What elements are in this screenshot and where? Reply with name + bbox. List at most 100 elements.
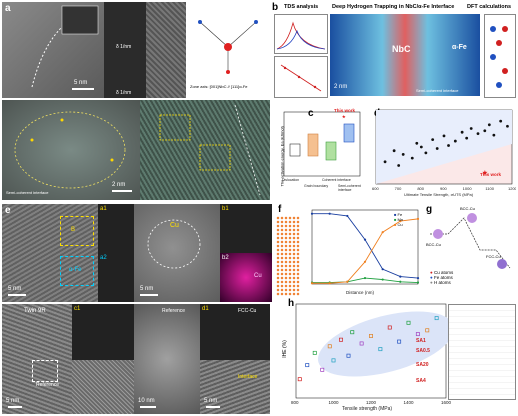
legend-label: Fe (397, 212, 403, 217)
x-tick-label: Grain boundary (304, 184, 329, 188)
scale-bar (72, 88, 94, 90)
eds-label: b2 (222, 255, 229, 261)
scale-text: 5 nm (8, 286, 22, 292)
data-point (487, 123, 491, 127)
data-point (378, 347, 383, 352)
nbc-interface-image: NbC α-Fe 2 nm Semi-coherent interface (330, 14, 480, 96)
x-tick-label: 800 (417, 186, 424, 191)
x-tick-label: 1200 (366, 400, 377, 405)
region-b2-box: α-Fe (60, 256, 94, 286)
tds-inset-1 (274, 14, 328, 54)
x-tick-label: 800 (291, 400, 299, 405)
annotation: SA4 (416, 378, 426, 384)
scale-bar (8, 294, 26, 296)
series-line-cu (312, 218, 419, 284)
data-point (359, 341, 364, 346)
panel-label-f: f (278, 204, 282, 215)
panel-label-g: g (426, 204, 433, 215)
x-axis-label: Tensile strength (MPa) (342, 406, 393, 412)
x-axis-label: Distance (nm) (346, 290, 375, 295)
apt-reconstruction (276, 216, 300, 296)
fft-label: δ 1/nm (116, 44, 132, 50)
reference-box (32, 360, 58, 382)
lattice-boxes (159, 104, 261, 196)
data-point (346, 214, 349, 218)
energy-pathway (430, 213, 511, 269)
legend-entry-cu: ● Cu atoms (430, 270, 454, 275)
panel-a-fft-top: δ 1/nm (104, 2, 146, 52)
cu-label: Cu (254, 273, 262, 279)
data-point (492, 133, 496, 137)
data-point (435, 147, 439, 150)
precipitate-outline (14, 111, 126, 189)
reference-label: Reference (36, 382, 60, 388)
panel-h: h 800 1000 1200 1400 1600 IHE (%) Tensile st… (276, 298, 516, 414)
panel-e-fft-b1: b1 (220, 204, 272, 253)
x-tick-label: 1000 (463, 186, 473, 191)
cu-label: Cu (170, 222, 179, 229)
tds-inset-2 (274, 56, 328, 98)
data-point (416, 276, 420, 280)
legend-entry-fe: ● Fe atoms (430, 275, 453, 280)
b-region-label: B (71, 227, 76, 233)
panel-f: f ■ Fe ■ Mn ■ Cu Distance (nm) (276, 204, 422, 298)
panel-g: g BCC-Cu BCC-Cu FCC-Cu ● Cu atoms ● Fe a… (424, 204, 516, 298)
data-point (399, 275, 402, 278)
fe-label: α-Fe (69, 267, 82, 273)
data-point (410, 156, 414, 160)
data-point (350, 330, 355, 335)
data-point (415, 332, 420, 337)
state-label: FCC-Cu (486, 254, 501, 259)
data-point (465, 136, 469, 140)
data-point (328, 282, 331, 285)
dft-structure (490, 26, 508, 88)
interface-label: Interface (238, 374, 258, 380)
data-point (442, 134, 446, 138)
legend-label: Fe atoms (433, 275, 453, 280)
legend-label: H atoms (433, 280, 451, 285)
data-point (453, 139, 457, 143)
panel-e-twin-tem: Twin 9R Reference 5 nm (2, 304, 72, 414)
data-point (381, 278, 384, 281)
data-point (424, 151, 428, 155)
panel-e-fft-d1: d1 FCC-Cu (200, 304, 270, 360)
panel-a-lattice-tem (140, 100, 270, 200)
panel-c: c The activation energy, Ea (kJ/mol) ★ T… (272, 104, 362, 200)
data-point (363, 238, 367, 241)
semi-coherent-label: Semi-coherent interface (416, 88, 459, 93)
scale-text: 10 nm (138, 398, 155, 404)
panel-e-fft-a1: a1 (98, 204, 134, 253)
panel-b-title-left: TDS analysis (284, 4, 319, 10)
legend: ● Cu atoms ● Fe atoms ● H atoms (430, 270, 453, 285)
scatter-plot-d: ★ 600 700 800 900 1000 1100 1200 (372, 109, 516, 191)
legend-label: Mn (397, 217, 404, 222)
data-point (406, 320, 411, 325)
panel-label-a: a (5, 3, 11, 14)
fft-label: δ 1/nm (116, 90, 132, 96)
legend-box (448, 304, 516, 400)
data-point (346, 353, 351, 358)
legend-entry-mn: ■ Mn (394, 217, 404, 222)
data-point (387, 325, 392, 330)
panel-e-cu-tem: Cu 5 nm (134, 204, 220, 302)
x-tick-label: 1000 (329, 400, 340, 405)
annotation: SA20 (416, 362, 429, 368)
data-point (397, 339, 402, 344)
legend-entry-cu: ■ Cu (394, 222, 403, 227)
reference-label: Reference (162, 308, 186, 314)
legend-entry-h: ● H atoms (430, 280, 451, 285)
data-point (392, 149, 396, 153)
scale-text: 2 nm (334, 84, 348, 90)
panel-label-h: h (288, 298, 295, 309)
zone-axis-caption: Zone axis: [001]NbC // [111]α-Fe (190, 84, 248, 89)
data-point (415, 141, 419, 145)
data-point (383, 160, 387, 164)
annotation: SA0.5 (416, 348, 430, 354)
region-shade (376, 110, 512, 184)
scale-bar (140, 294, 158, 296)
x-tick-label: Semi-coherent interface (338, 184, 361, 192)
nbc-label: NbC (392, 44, 411, 54)
plot-area (311, 209, 419, 285)
panel-b-title-right: DFT calculations (467, 4, 512, 10)
state-label: BCC-Cu (460, 206, 475, 211)
